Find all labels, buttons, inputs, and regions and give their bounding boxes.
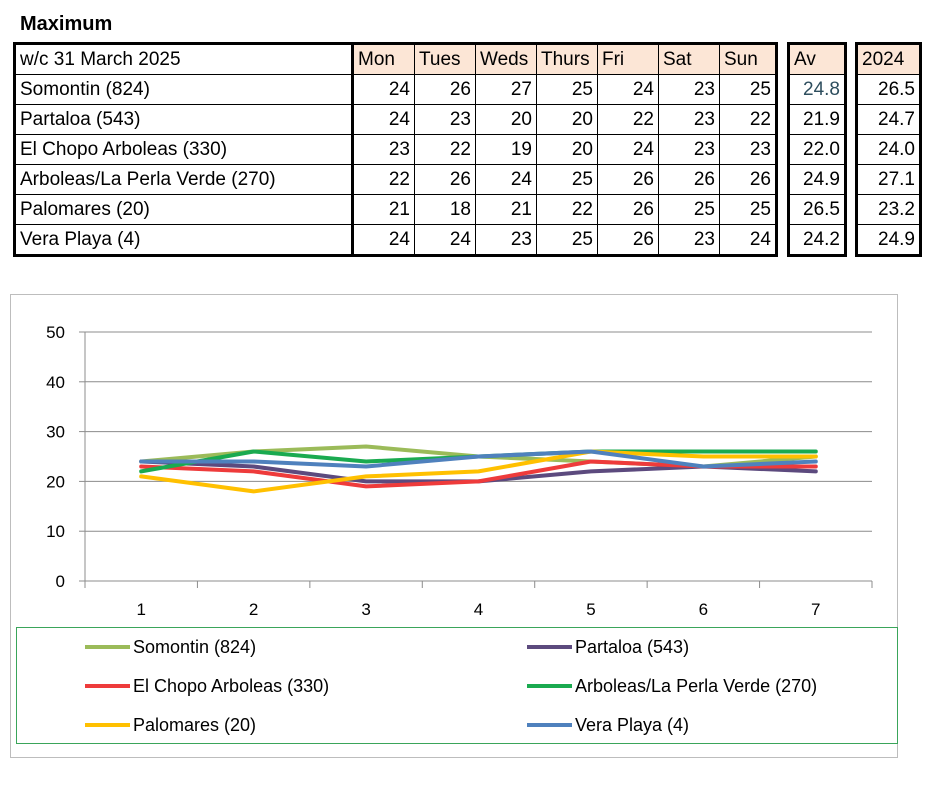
daily-max-cell: 22	[414, 134, 476, 165]
table-row: Arboleas/La Perla Verde (270) 22 26 24 25 26 2…	[14, 164, 777, 195]
y-tick-label: 50	[46, 323, 65, 342]
legend-label: El Chopo Arboleas (330)	[133, 676, 329, 696]
daily-max-cell: 22	[719, 104, 777, 135]
y-tick-label: 0	[56, 572, 65, 591]
day-header: Sat	[658, 43, 720, 75]
day-header: Fri	[597, 43, 659, 75]
site-name: Partaloa (543)	[14, 104, 354, 135]
chart-area	[10, 294, 898, 758]
daily-max-cell: 26	[597, 224, 659, 256]
x-tick-label: 2	[249, 600, 258, 619]
daily-max-cell: 21	[475, 194, 537, 225]
daily-max-cell: 23	[658, 134, 720, 165]
av-header: Av	[788, 43, 846, 75]
daily-max-cell: 22	[536, 194, 598, 225]
day-header: Mon	[352, 43, 415, 75]
legend-label: Vera Playa (4)	[575, 715, 689, 735]
daily-max-cell: 23	[414, 104, 476, 135]
daily-max-cell: 24	[475, 164, 537, 195]
year-header: 2024	[856, 43, 921, 75]
average-cell: 24.2	[788, 224, 846, 256]
series-line-6	[139, 449, 818, 469]
day-header: Thurs	[536, 43, 598, 75]
temperature-table: w/c 31 March 2025 Mon Tues Weds Thurs Fr…	[13, 42, 778, 257]
daily-max-cell: 27	[475, 74, 537, 105]
legend-box	[16, 627, 898, 744]
x-tick-label: 1	[136, 600, 145, 619]
site-name: Palomares (20)	[14, 194, 354, 225]
site-name: Somontin (824)	[14, 74, 354, 105]
table-row: Vera Playa (4) 24 24 23 25 26 23 24	[14, 224, 777, 256]
daily-max-cell: 24	[352, 104, 415, 135]
daily-max-cell: 25	[719, 74, 777, 105]
daily-max-cell: 23	[719, 134, 777, 165]
table-row: Somontin (824) 24 26 27 25 24 23 25	[14, 74, 777, 105]
daily-max-cell: 24	[597, 74, 659, 105]
week-label: w/c 31 March 2025	[14, 43, 354, 75]
daily-max-cell: 23	[475, 224, 537, 256]
year-2024-table: 2024 26.5 24.7 24.0 27.1 23.2 24.9	[855, 42, 922, 257]
year-2024-cell: 27.1	[856, 164, 921, 195]
y-tick-label: 10	[46, 522, 65, 541]
daily-max-cell: 24	[597, 134, 659, 165]
page-title: Maximum	[20, 13, 113, 35]
average-cell: 22.0	[788, 134, 846, 165]
daily-max-cell: 24	[414, 224, 476, 256]
daily-max-cell: 24	[719, 224, 777, 256]
x-tick-label: 4	[474, 600, 483, 619]
daily-max-cell: 26	[414, 164, 476, 195]
y-tick-label: 20	[46, 472, 65, 491]
day-header: Weds	[475, 43, 537, 75]
y-tick-label: 30	[46, 423, 65, 442]
year-2024-cell: 26.5	[856, 74, 921, 105]
x-tick-label: 3	[361, 600, 370, 619]
daily-max-cell: 25	[536, 74, 598, 105]
site-name: Vera Playa (4)	[14, 224, 354, 256]
table-header-row: w/c 31 March 2025 Mon Tues Weds Thurs Fr…	[14, 43, 777, 75]
daily-max-cell: 25	[658, 194, 720, 225]
average-cell: 21.9	[788, 104, 846, 135]
average-cell: 24.9	[788, 164, 846, 195]
daily-max-cell: 24	[352, 224, 415, 256]
series-line-5	[139, 449, 818, 494]
legend-label: Arboleas/La Perla Verde (270)	[575, 676, 817, 696]
daily-max-cell: 23	[658, 224, 720, 256]
legend-label: Palomares (20)	[133, 715, 256, 735]
day-header: Sun	[719, 43, 777, 75]
daily-max-cell: 25	[536, 224, 598, 256]
x-tick-label: 7	[811, 600, 820, 619]
y-tick-label: 40	[46, 373, 65, 392]
legend-label: Partaloa (543)	[575, 637, 689, 657]
daily-max-cell: 25	[719, 194, 777, 225]
x-tick-label: 6	[699, 600, 708, 619]
average-cell: 24.8	[788, 74, 846, 105]
daily-max-cell: 23	[658, 104, 720, 135]
table-row: Partaloa (543) 24 23 20 20 22 23 22	[14, 104, 777, 135]
year-2024-cell: 24.9	[856, 224, 921, 256]
daily-max-cell: 26	[719, 164, 777, 195]
year-2024-cell: 24.7	[856, 104, 921, 135]
average-cell: 26.5	[788, 194, 846, 225]
site-name: El Chopo Arboleas (330)	[14, 134, 354, 165]
legend-label: Somontin (824)	[133, 637, 256, 657]
daily-max-cell: 25	[536, 164, 598, 195]
x-tick-label: 5	[586, 600, 595, 619]
average-table: Av 24.8 21.9 22.0 24.9 26.5 24.2	[787, 42, 847, 257]
